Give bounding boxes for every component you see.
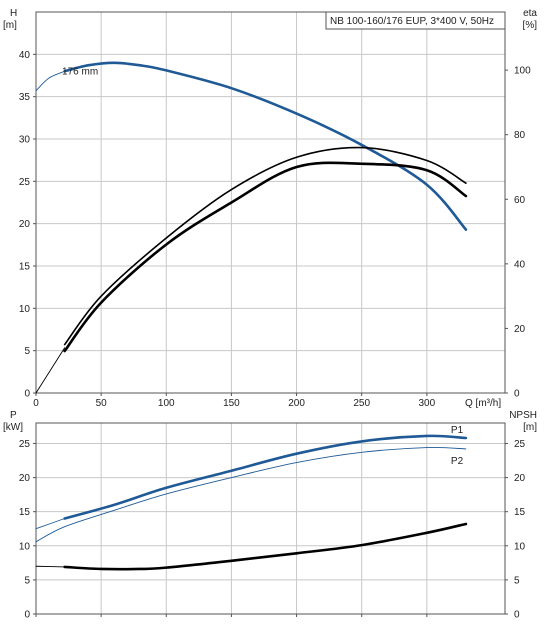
y-tick-label-right: 40 xyxy=(514,259,526,270)
y-tick-label-right: 5 xyxy=(514,575,520,586)
series-line-npsh-4 xyxy=(63,522,468,571)
head-efficiency-panel: 0 5 10 15 20 25 30 35 40 0 20 40 60 80 100 0 50 100 150 200… xyxy=(3,8,537,409)
y-tick-label-left: 35 xyxy=(19,92,31,103)
y-tick-label-right: 25 xyxy=(514,439,526,450)
y-tick-label-left: 25 xyxy=(19,177,31,188)
series-label-p2: P2 xyxy=(451,456,464,467)
x-axis-title: Q [m³/h] xyxy=(465,398,501,409)
series-line-p1-1 xyxy=(63,434,468,520)
x-tick-label: 300 xyxy=(418,398,435,409)
power-npsh-panel: 0 5 10 15 20 25 0 5 10 15 20 25 P[kW] NPSH[m] P1 P2 xyxy=(3,410,537,621)
y-tick-label-right: 0 xyxy=(514,610,520,621)
series-line-p1-0 xyxy=(35,518,66,530)
series-label-p1: P1 xyxy=(451,425,464,436)
plot-frame xyxy=(35,11,506,394)
x-tick-label: 50 xyxy=(96,398,108,409)
y-tick-label-left: 5 xyxy=(24,575,30,586)
y-tick-label-right: 60 xyxy=(514,195,526,206)
y-axis-title-left-line1: H xyxy=(10,8,17,19)
y-tick-label-right: 10 xyxy=(514,541,526,552)
series-line-efficiency-2 xyxy=(35,347,66,394)
series-line-head-0 xyxy=(35,70,66,92)
y-tick-label-left: 15 xyxy=(19,507,31,518)
y-axis-title-left-line1: P xyxy=(10,410,17,421)
x-tick-label: 100 xyxy=(158,398,175,409)
y-tick-label-left: 15 xyxy=(19,262,31,273)
y-tick-label-right: 0 xyxy=(514,389,520,400)
chart-title: NB 100-160/176 EUP, 3*400 V, 50Hz xyxy=(330,16,494,27)
y-tick-label-left: 10 xyxy=(19,541,31,552)
y-axis-title-left-line2: [m] xyxy=(3,20,17,31)
y-tick-label-left: 30 xyxy=(19,135,31,146)
series-line-head-1 xyxy=(63,61,468,231)
series-line-efficiency-4 xyxy=(63,161,468,353)
curve-annotation: 176 mm xyxy=(62,66,98,77)
y-tick-label-left: 20 xyxy=(19,473,31,484)
y-axis-title-right-line2: [%] xyxy=(523,20,538,31)
series-line-npsh-3 xyxy=(35,565,66,568)
series-line-p2-2 xyxy=(35,446,467,543)
y-tick-label-left: 0 xyxy=(24,610,30,621)
y-tick-label-right: 20 xyxy=(514,473,526,484)
x-tick-label: 150 xyxy=(223,398,240,409)
x-tick-label: 0 xyxy=(33,398,39,409)
y-axis-title-right-line1: NPSH xyxy=(509,410,537,421)
y-tick-label-right: 15 xyxy=(514,507,526,518)
x-tick-label: 200 xyxy=(288,398,305,409)
y-tick-label-left: 20 xyxy=(19,219,31,230)
y-axis-title-right-line1: eta xyxy=(523,8,537,19)
y-tick-label-left: 0 xyxy=(24,389,30,400)
y-axis-title-left-line2: [kW] xyxy=(3,422,23,433)
plot-frame xyxy=(35,422,506,615)
y-tick-label-left: 5 xyxy=(24,346,30,357)
y-axis-title-right-line2: [m] xyxy=(523,422,537,433)
x-tick-label: 250 xyxy=(353,398,370,409)
y-tick-label-right: 100 xyxy=(514,66,531,77)
series-line-efficiency-3 xyxy=(63,146,467,346)
y-tick-label-right: 20 xyxy=(514,324,526,335)
y-tick-label-right: 80 xyxy=(514,130,526,141)
y-tick-label-left: 10 xyxy=(19,304,31,315)
y-tick-label-left: 25 xyxy=(19,439,31,450)
y-tick-label-left: 40 xyxy=(19,50,31,61)
title-box xyxy=(325,11,506,30)
